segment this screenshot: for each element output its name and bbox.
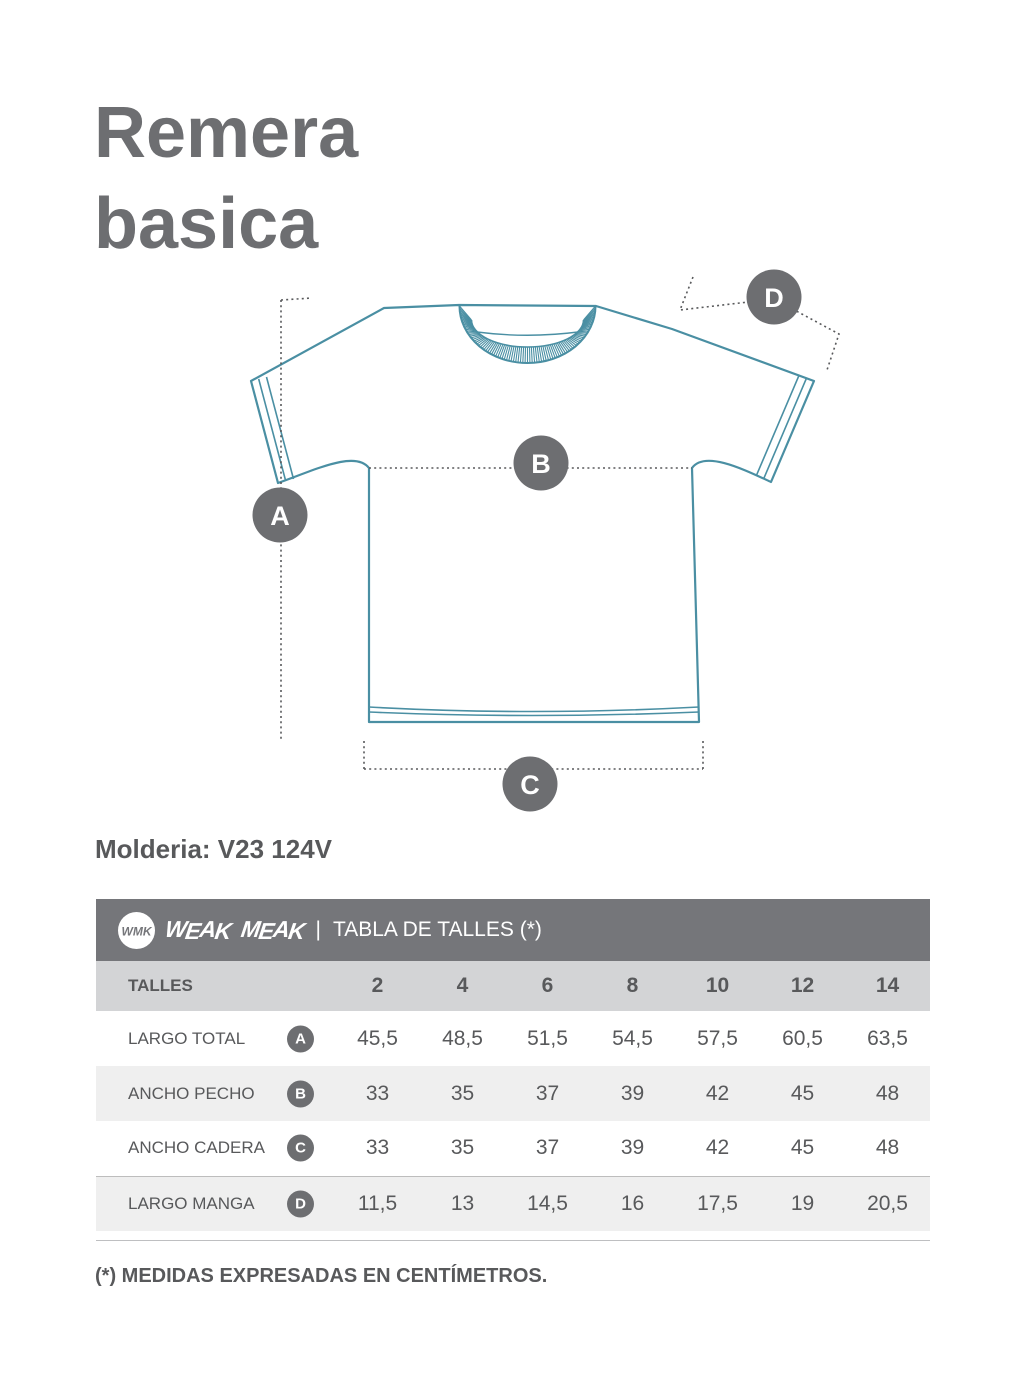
svg-text:D: D xyxy=(764,283,784,313)
svg-text:WMK: WMK xyxy=(122,924,153,938)
svg-text:C: C xyxy=(520,770,540,800)
svg-text:B: B xyxy=(531,449,551,479)
svg-text:A: A xyxy=(270,501,290,531)
